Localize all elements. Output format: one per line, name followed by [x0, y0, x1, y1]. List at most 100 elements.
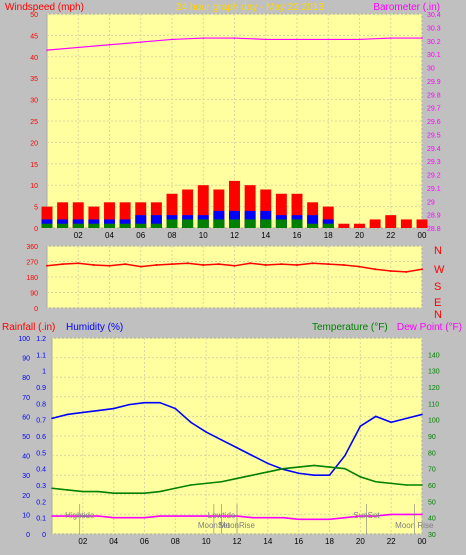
- temperature-axis-title: Temperature (°F): [312, 322, 388, 333]
- x-tick-label: 14: [263, 537, 272, 546]
- x-tick-label: 16: [294, 537, 303, 546]
- direction-point: [186, 262, 189, 265]
- x-tick-label: 00: [418, 231, 427, 240]
- barometer-point: [358, 38, 361, 41]
- x-tick-label: 20: [355, 231, 364, 240]
- humidity-tick-label: 50: [22, 434, 30, 441]
- direction-panel-grid: [47, 245, 423, 309]
- direction-tick-label: 180: [26, 275, 38, 282]
- gust-bar: [275, 193, 287, 228]
- humidity-point: [82, 411, 84, 414]
- humidity-point: [159, 401, 161, 404]
- avg-bar: [72, 223, 84, 228]
- dewpoint-point: [66, 515, 69, 517]
- temp-panel-axes: 02 04 06 08 10 12 14 16 18 20 22 000102030405060708…: [18, 336, 439, 546]
- gust-bar: [244, 185, 256, 228]
- temp-panel-grid: [52, 337, 423, 535]
- dewpoint-point: [205, 515, 207, 517]
- temperature-point: [205, 482, 207, 485]
- direction-tick-label: 90: [30, 291, 38, 298]
- humidity-point: [97, 409, 100, 412]
- avg-bar: [57, 223, 69, 228]
- temperature-tick-label: 120: [428, 385, 440, 392]
- wind-bar: [307, 215, 319, 228]
- rainfall-tick-label: 0.3: [36, 483, 46, 490]
- wind-tick-label: 5: [34, 205, 38, 212]
- avg-bar: [197, 219, 209, 228]
- wind-tick-label: 25: [30, 119, 38, 126]
- dewpoint-point: [390, 513, 392, 516]
- direction-tick-label: 360: [26, 244, 38, 251]
- humidity-tick-label: 70: [22, 395, 30, 402]
- wind-bar: [135, 215, 147, 228]
- avg-bar: [260, 219, 272, 228]
- humidity-point: [251, 454, 254, 457]
- temperature-point: [174, 487, 177, 490]
- gust-bar: [213, 189, 225, 228]
- humidity-tick-label: 0: [26, 532, 30, 539]
- avg-bar: [244, 219, 256, 228]
- dewpoint-point: [344, 516, 346, 519]
- dewpoint-point: [313, 518, 315, 521]
- direction-tick-label: 270: [26, 260, 38, 267]
- wind-tick-label: 15: [30, 162, 38, 169]
- gust-bar: [260, 189, 272, 228]
- barometer-tick-label: 29.2: [427, 173, 441, 180]
- barometer-point: [389, 37, 392, 39]
- direction-point: [108, 264, 111, 267]
- direction-point: [139, 265, 142, 268]
- temperature-point: [390, 482, 392, 485]
- direction-point: [171, 263, 173, 266]
- temperature-point: [220, 480, 223, 483]
- direction-panel-axes: 0 90 180 270 360: [26, 244, 38, 313]
- wind-panel-axes: 02 04 06 08 10 12 14 16 18 20 22 000510152025303540…: [30, 12, 441, 240]
- dewpoint-point: [159, 515, 161, 517]
- x-tick-label: 08: [171, 537, 180, 546]
- gust-bar: [354, 223, 365, 228]
- gust-bar: [338, 223, 350, 228]
- humidity-point: [421, 413, 423, 416]
- temperature-tick-label: 140: [428, 352, 440, 359]
- humidity-tick-label: 80: [22, 375, 30, 382]
- barometer-point: [233, 37, 236, 39]
- temperature-tick-label: 60: [428, 483, 436, 490]
- direction-point: [233, 264, 236, 267]
- temperature-point: [421, 484, 423, 486]
- rainfall-axis-title: Rainfall (.in): [2, 322, 55, 333]
- x-tick-label: 14: [261, 231, 270, 240]
- humidity-point: [66, 413, 69, 416]
- direction-point: [264, 263, 267, 266]
- avg-bar: [182, 219, 194, 228]
- avg-bar: [213, 219, 225, 228]
- gust-bar: [369, 219, 381, 228]
- temperature-point: [143, 492, 146, 494]
- direction-point: [46, 264, 48, 267]
- x-tick-label: 10: [202, 537, 211, 546]
- humidity-point: [236, 446, 238, 449]
- humidity-point: [374, 415, 377, 418]
- wind-bar: [150, 215, 162, 228]
- temperature-point: [267, 471, 269, 473]
- humidity-point: [189, 421, 192, 424]
- temperature-point: [313, 464, 315, 467]
- barometer-tick-label: 30: [427, 66, 435, 73]
- gust-bar: [291, 193, 303, 228]
- gust-bar: [41, 206, 53, 228]
- barometer-tick-label: 30.4: [427, 12, 441, 19]
- event-label: MoonRise: [219, 521, 256, 530]
- x-tick-label: 04: [105, 231, 114, 240]
- gust-bar: [182, 189, 194, 228]
- humidity-tick-label: 90: [22, 356, 30, 363]
- humidity-point: [390, 421, 392, 424]
- direction-point: [61, 263, 64, 266]
- direction-point: [296, 263, 298, 266]
- temperature-point: [128, 492, 130, 494]
- wind-tick-label: 45: [30, 33, 38, 40]
- wind-panel-marks: [41, 37, 428, 228]
- rainfall-tick-label: 0.2: [36, 499, 46, 506]
- temperature-point: [374, 480, 377, 483]
- compass-label-s: S: [434, 281, 441, 293]
- barometer-tick-label: 30.2: [427, 39, 441, 46]
- humidity-point: [174, 407, 177, 410]
- dewpoint-point: [189, 515, 192, 517]
